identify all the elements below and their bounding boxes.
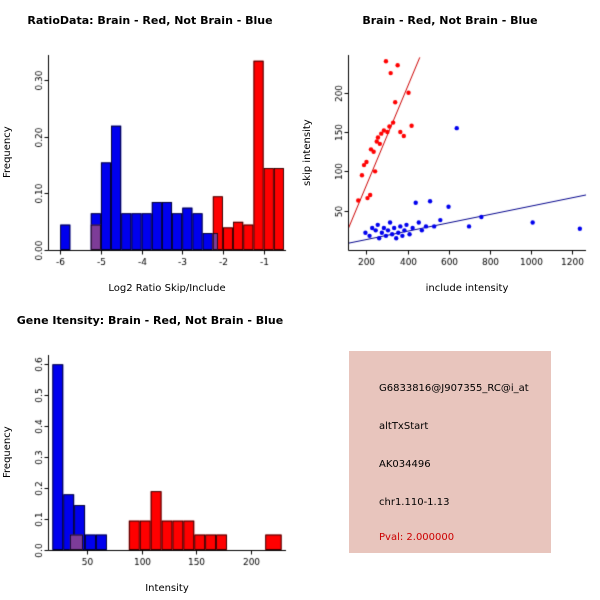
intensity-scatter-canvas: [300, 0, 600, 300]
gene-intensity-histogram-canvas: [0, 300, 300, 600]
intensity-scatter-panel: Brain - Red, Not Brain - Blue skip inten…: [300, 0, 600, 300]
ratio-histogram-panel: RatioData: Brain - Red, Not Brain - Blue…: [0, 0, 300, 300]
gene-intensity-histogram-xlabel: Intensity: [145, 583, 189, 594]
intensity-scatter-title: Brain - Red, Not Brain - Blue: [362, 14, 538, 27]
ratio-histogram-ylabel: Frequency: [2, 126, 13, 179]
probe-id-text: G6833816@J907355_RC@i_at: [379, 383, 529, 394]
pval-text: Pval: 2.000000: [379, 532, 455, 543]
event-type-text: altTxStart: [379, 421, 429, 432]
gene-intensity-histogram-panel: Gene Itensity: Brain - Red, Not Brain - …: [0, 300, 300, 600]
intensity-scatter-ylabel: skip intensity: [302, 119, 313, 186]
ratio-histogram-canvas: [0, 0, 300, 300]
gene-info-box: G6833816@J907355_RC@i_at altTxStart AK03…: [349, 351, 551, 553]
intensity-scatter-xlabel: include intensity: [425, 283, 509, 294]
accession-text: AK034496: [379, 459, 431, 470]
gene-intensity-histogram-title: Gene Itensity: Brain - Red, Not Brain - …: [16, 314, 284, 327]
gene-intensity-histogram-ylabel: Frequency: [2, 426, 13, 479]
ratio-histogram-title: RatioData: Brain - Red, Not Brain - Blue: [27, 14, 273, 27]
ratio-histogram-xlabel: Log2 Ratio Skip/Include: [108, 283, 226, 294]
locus-text: chr1.110-1.13: [379, 497, 450, 508]
